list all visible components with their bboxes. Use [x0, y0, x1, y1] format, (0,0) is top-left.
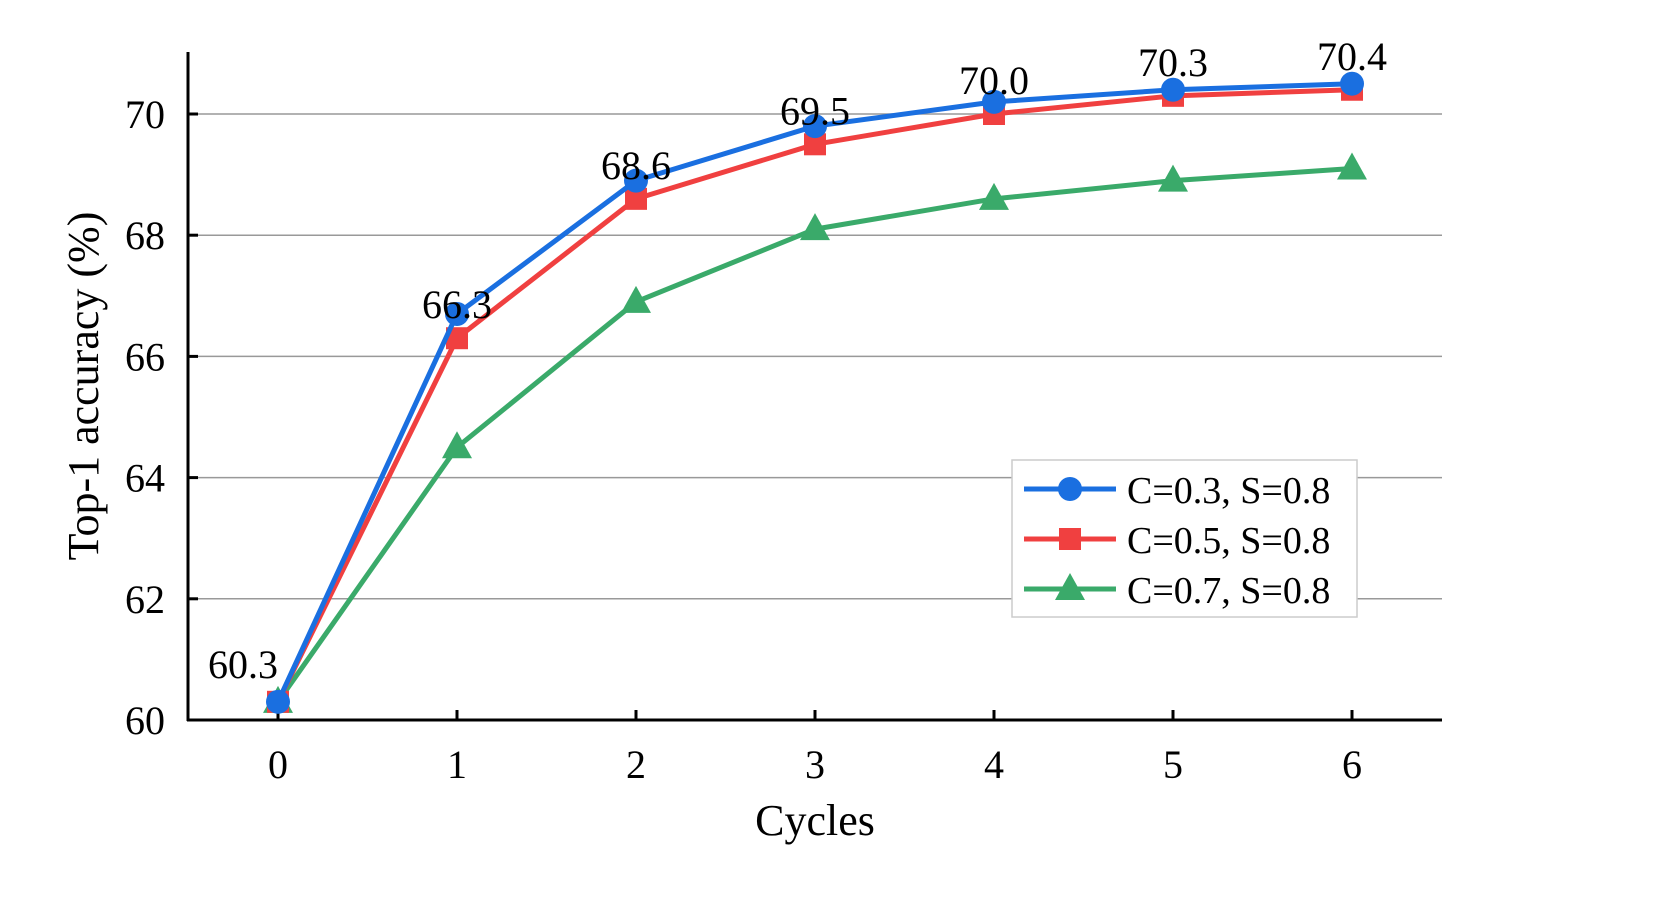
x-tick-label: 4 [984, 742, 1004, 787]
y-tick-label: 68 [125, 213, 165, 258]
series-triangle [263, 152, 1367, 713]
legend-entry: C=0.7, S=0.8 [1127, 570, 1330, 612]
data-label: 70.4 [1317, 34, 1387, 79]
x-tick-label: 0 [268, 742, 288, 787]
series-group [263, 71, 1367, 714]
data-label: 70.0 [959, 58, 1029, 103]
data-label: 60.3 [208, 642, 278, 687]
x-tick-label: 3 [805, 742, 825, 787]
circle-marker [266, 689, 290, 714]
series-circle [266, 71, 1364, 714]
data-label: 69.5 [780, 88, 850, 133]
circle-marker [982, 89, 1006, 114]
series-line [275, 166, 1353, 704]
circle-marker [1161, 77, 1185, 102]
triangle-marker [1158, 164, 1188, 192]
triangle-marker [442, 431, 472, 459]
y-axis-label: Top-1 accuracy (%) [59, 212, 108, 561]
circle-marker [624, 168, 648, 193]
axes: 60 62 64 66 68 70 0 1 2 3 4 5 6 [125, 52, 1442, 787]
square-marker [1059, 528, 1081, 550]
legend: C=0.3, S=0.8 C=0.5, S=0.8 C=0.7, S=0.8 [1011, 459, 1358, 618]
data-label: 68.6 [601, 143, 671, 188]
data-labels: 60.3 66.3 68.6 69.5 70.0 70.3 70.4 [208, 34, 1387, 687]
x-tick-label: 5 [1163, 742, 1183, 787]
legend-entry: C=0.5, S=0.8 [1127, 520, 1330, 562]
triangle-marker [1337, 152, 1367, 180]
x-tick-label: 2 [626, 742, 646, 787]
square-marker [625, 187, 647, 210]
triangle-marker [979, 182, 1009, 210]
triangle-marker [1055, 573, 1085, 600]
circle-marker [1340, 71, 1364, 96]
square-marker [804, 133, 826, 156]
circle-marker [1058, 477, 1082, 501]
y-tick-label: 64 [125, 456, 165, 501]
circle-marker [445, 301, 469, 326]
y-tick-label: 70 [125, 92, 165, 137]
data-label: 66.3 [422, 282, 492, 327]
legend-entry: C=0.3, S=0.8 [1127, 470, 1330, 512]
x-tick-label: 1 [447, 742, 467, 787]
circle-marker [803, 114, 827, 139]
y-tick-label: 60 [125, 698, 165, 743]
data-label: 70.3 [1138, 40, 1208, 85]
triangle-marker [621, 285, 651, 313]
square-marker [446, 327, 468, 350]
y-tick-label: 66 [125, 334, 165, 379]
y-tick-label: 62 [125, 577, 165, 622]
x-axis-label: Cycles [755, 796, 875, 845]
x-tick-label: 6 [1342, 742, 1362, 787]
triangle-marker [800, 213, 830, 241]
